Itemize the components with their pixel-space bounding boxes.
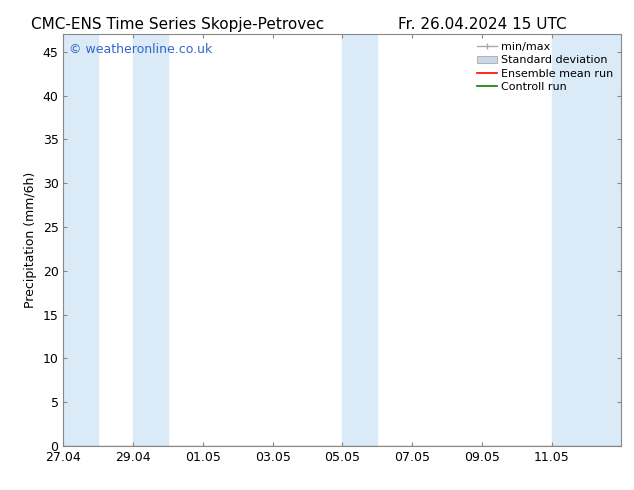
Y-axis label: Precipitation (mm/6h): Precipitation (mm/6h) <box>24 172 37 308</box>
Bar <box>552 34 621 446</box>
Bar <box>133 34 168 446</box>
Text: © weatheronline.co.uk: © weatheronline.co.uk <box>69 43 212 55</box>
Legend: min/max, Standard deviation, Ensemble mean run, Controll run: min/max, Standard deviation, Ensemble me… <box>475 40 616 94</box>
Bar <box>342 34 377 446</box>
Text: Fr. 26.04.2024 15 UTC: Fr. 26.04.2024 15 UTC <box>398 17 566 32</box>
Text: CMC-ENS Time Series Skopje-Petrovec: CMC-ENS Time Series Skopje-Petrovec <box>31 17 324 32</box>
Bar <box>63 34 98 446</box>
